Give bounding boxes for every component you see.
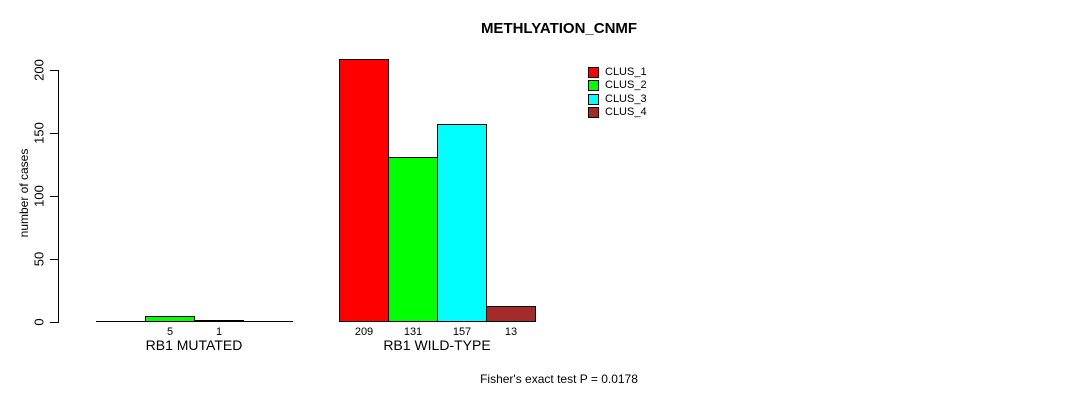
bar-value-label: 157: [452, 326, 472, 338]
y-tick-label: 200: [31, 59, 47, 81]
legend-label: CLUS_3: [605, 93, 647, 105]
y-tick: [50, 70, 59, 71]
y-tick-label: 50: [31, 251, 47, 267]
zero-height-bar: [243, 321, 293, 322]
legend-swatch-CLUS_1: [588, 66, 599, 78]
legend-item: CLUS_4: [588, 106, 647, 118]
legend-label: CLUS_1: [605, 66, 647, 78]
bar-CLUS_3: [194, 320, 244, 322]
y-tick: [50, 133, 59, 134]
bar-CLUS_3: [437, 124, 487, 322]
y-tick: [50, 196, 59, 197]
y-tick-label: 0: [31, 318, 47, 326]
y-tick: [50, 259, 59, 260]
legend-item: CLUS_2: [588, 79, 647, 91]
bar-value-label: 13: [504, 326, 518, 338]
y-axis-label: number of cases: [17, 148, 31, 238]
x-group-label: RB1 WILD-TYPE: [383, 337, 491, 353]
bar-value-label: 131: [403, 326, 423, 338]
legend-label: CLUS_4: [605, 106, 647, 118]
legend-swatch-CLUS_2: [588, 79, 599, 91]
chart-title: METHLYATION_CNMF: [480, 20, 638, 37]
legend-label: CLUS_2: [605, 79, 647, 91]
y-tick: [50, 322, 59, 323]
bar-CLUS_2: [388, 157, 438, 322]
y-tick-label: 150: [31, 122, 47, 144]
bar-value-label: 209: [354, 326, 374, 338]
bar-CLUS_2: [145, 316, 195, 322]
bar-value-label: 5: [166, 326, 174, 338]
legend-swatch-CLUS_3: [588, 93, 599, 105]
x-group-label: RB1 MUTATED: [145, 337, 243, 353]
bar-value-label: 1: [215, 326, 223, 338]
legend-item: CLUS_1: [588, 66, 647, 78]
zero-height-bar: [96, 321, 146, 322]
annotation-fisher-test: Fisher's exact test P = 0.0178: [480, 372, 638, 386]
legend-item: CLUS_3: [588, 93, 647, 105]
y-tick-label: 100: [31, 185, 47, 207]
legend-swatch-CLUS_4: [588, 106, 599, 118]
bar-CLUS_1: [339, 59, 389, 322]
bar-CLUS_4: [486, 306, 536, 322]
